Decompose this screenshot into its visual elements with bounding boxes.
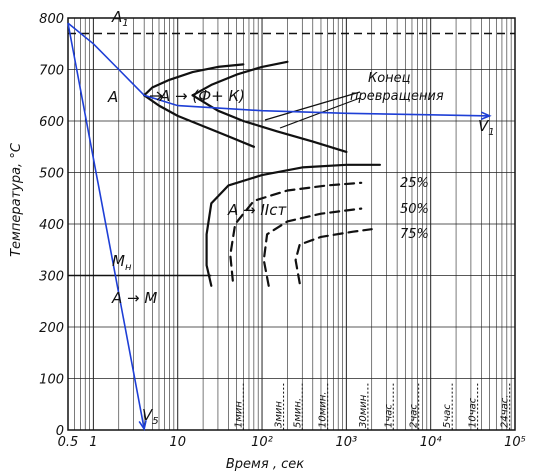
v1-label: V1 <box>478 117 495 138</box>
transformation-curve-start_pearlite_lower <box>143 94 255 148</box>
percent-50-label: 50% <box>400 202 429 217</box>
cooling-arrowhead <box>138 420 147 431</box>
a1-label: A1 <box>111 8 129 29</box>
x-tick-label: 10⁴ <box>420 435 443 450</box>
transformation-curve-bainite_50 <box>262 207 363 287</box>
martensite-transformation-label: А → М <box>111 289 157 307</box>
y-tick-label: 800 <box>39 12 64 27</box>
y-axis-label: Температура, °С <box>9 142 24 257</box>
reference-lines <box>68 32 515 277</box>
y-tick-label: 700 <box>39 64 64 79</box>
y-tick-label: 200 <box>39 321 64 336</box>
x-tick-label: 10⁵ <box>504 435 526 450</box>
cooling-curves <box>67 22 492 431</box>
bainite-transformation-label: А → IIст <box>227 201 287 219</box>
cooling-curve-V5 <box>67 22 145 430</box>
time-mark-label: 24час. <box>500 395 511 428</box>
time-mark-label: 1мин <box>233 401 244 428</box>
end-transformation-label-1: Конец <box>368 71 411 86</box>
x-tick-label: 10³ <box>335 435 357 450</box>
transformation-curve-bainite_75 <box>294 228 373 285</box>
transformation-curve-end_pearlite <box>191 60 289 97</box>
x-axis-label: Время , сек <box>226 457 304 472</box>
x-tick-label: 10² <box>251 435 273 450</box>
axes <box>67 17 516 431</box>
cooling-curve-V1 <box>67 22 490 117</box>
plot-frame <box>67 17 516 431</box>
percent-75-label: 75% <box>400 227 429 242</box>
time-mark-label: 10мин. <box>318 392 329 428</box>
y-tick-label: 500 <box>39 167 64 182</box>
time-mark-label: 2час <box>409 404 420 428</box>
y-tick-labels: 0 100 200 300 400 500 600 700 800 <box>39 12 64 439</box>
y-tick-label: 100 <box>39 373 64 388</box>
x-tick-label: 10 <box>169 435 186 450</box>
time-mark-label: 5час <box>442 404 453 428</box>
grid <box>67 17 516 431</box>
y-tick-label: 600 <box>39 115 64 130</box>
percent-25-label: 25% <box>400 176 429 191</box>
time-mark-label: 10час <box>468 397 479 428</box>
time-mark-label: 3мин <box>274 401 285 428</box>
y-tick-label: 400 <box>39 218 64 233</box>
cooling-arrowhead <box>480 111 492 120</box>
transformation-curve-bainite_start <box>205 163 381 287</box>
arrow-symbol <box>150 91 163 101</box>
time-mark-label: 1час <box>383 404 394 428</box>
pearlite-transformation-label: А → (Ф+ К) <box>159 87 245 105</box>
mn-label: Mн <box>112 252 132 273</box>
leader-line <box>264 91 361 121</box>
transformation-curve-start_pearlite <box>143 63 245 97</box>
y-tick-label: 300 <box>39 270 64 285</box>
time-mark-label: 30мин <box>358 394 369 428</box>
x-tick-labels: 0.5 1 10 10² 10³ 10⁴ 10⁵ <box>58 435 526 450</box>
time-mark-label: 5мин. <box>292 398 303 428</box>
v5-label: V5 <box>142 406 159 427</box>
end-transformation-label-2: превращения <box>350 89 444 104</box>
x-tick-label: 1 <box>89 435 97 450</box>
time-marks: 1мин 3мин 5мин. 10мин. 30мин 1час 2час 5час 10ча… <box>233 383 511 430</box>
x-tick-label: 0.5 <box>58 435 79 450</box>
austenite-label: А <box>107 88 118 106</box>
y-tick-label: 0 <box>56 424 64 439</box>
